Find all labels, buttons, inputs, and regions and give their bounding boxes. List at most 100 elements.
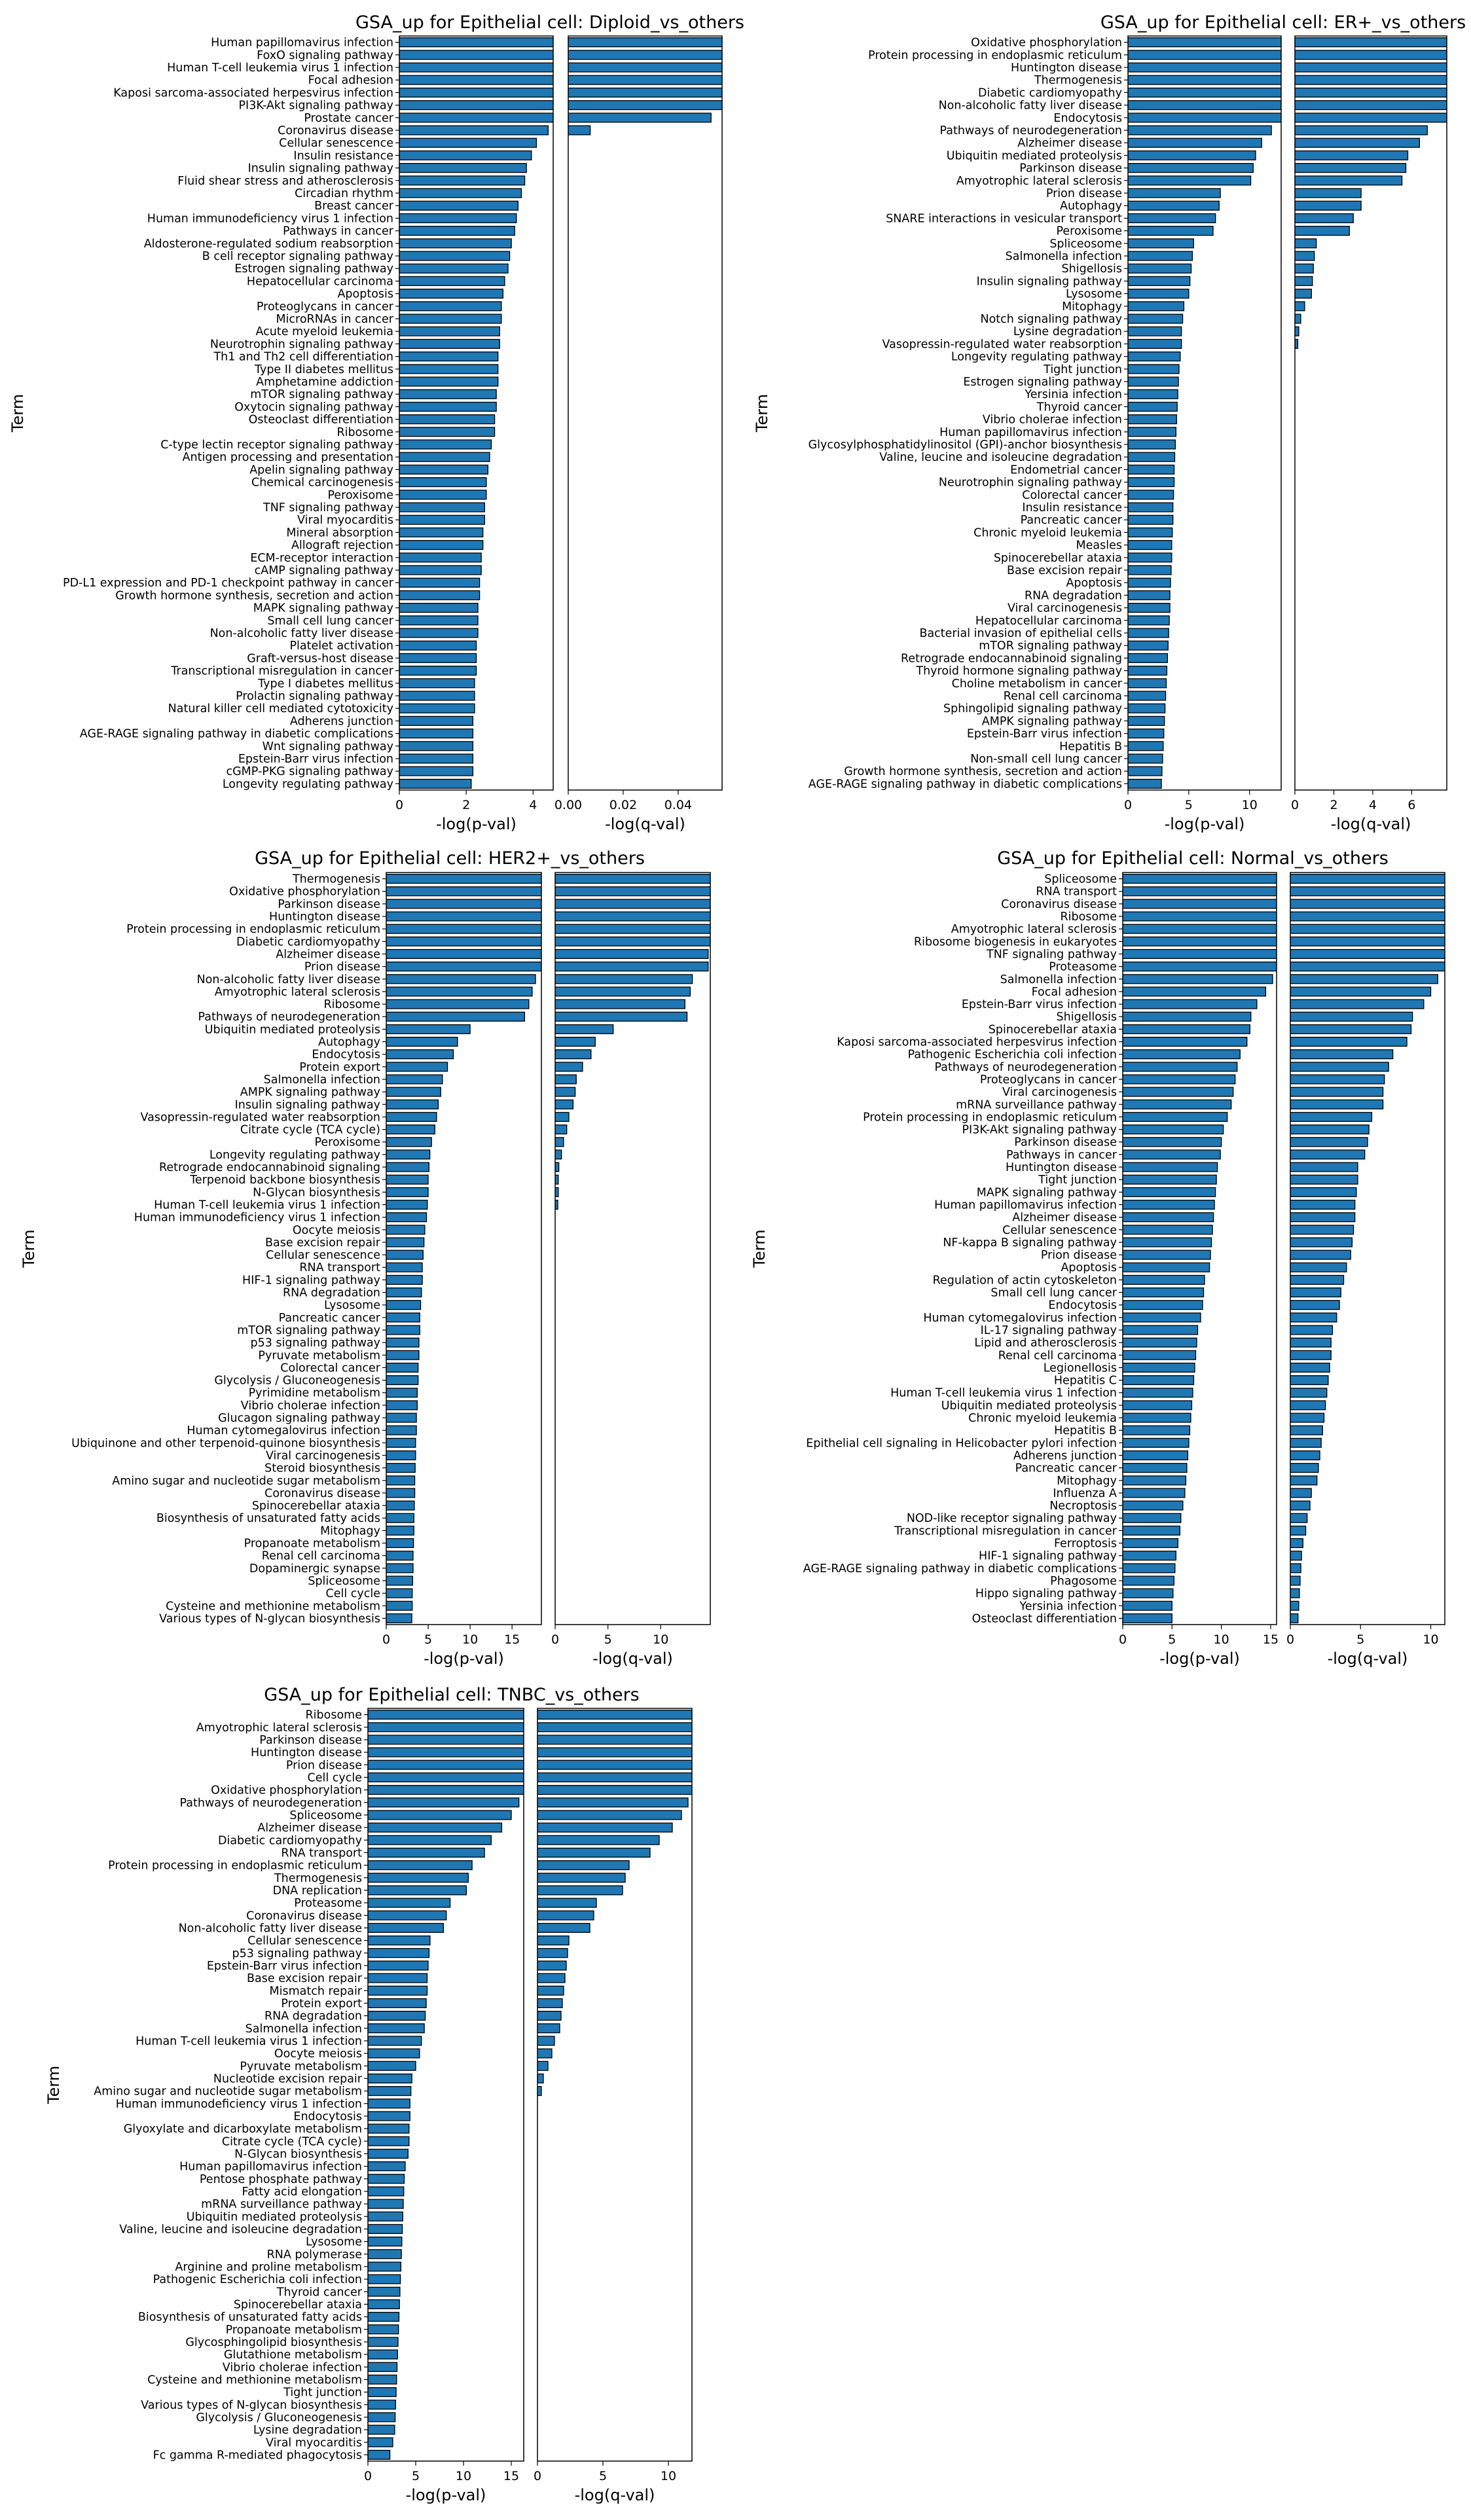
bar [386, 1575, 414, 1586]
bar [368, 2136, 410, 2146]
term-label: Amyotrophic lateral sclerosis [196, 1721, 362, 1735]
term-label: Glycosylphosphatidylinositol (GPI)-ancho… [808, 439, 1122, 452]
term-label: PI3K-Akt signaling pathway [238, 99, 393, 113]
bar [386, 1513, 414, 1523]
term-label: Lysosome [1066, 288, 1122, 301]
term-label: Sphingolipid signaling pathway [943, 702, 1122, 715]
term-label: FoxO signaling pathway [257, 49, 393, 62]
bar [1123, 1488, 1186, 1498]
term-label: Diabetic cardiomyopathy [236, 935, 380, 948]
term-label: AGE-RAGE signaling pathway in diabetic c… [803, 1562, 1117, 1575]
bar [399, 87, 553, 98]
x-tick-label: 2 [1330, 798, 1337, 812]
bar-group [1123, 874, 1277, 1623]
bar [368, 2324, 399, 2335]
bar [368, 1722, 524, 1733]
x-tick-label: 5 [412, 2469, 420, 2483]
bar [386, 986, 533, 997]
term-label: Renal cell carcinoma [1004, 690, 1122, 703]
term-label: Hepatocellular carcinoma [247, 275, 393, 288]
bar [386, 1036, 458, 1047]
bar [555, 1062, 583, 1072]
bar [368, 2437, 393, 2447]
axes-frame [1127, 35, 1282, 791]
term-label: Ubiquitin mediated proteolysis [941, 1399, 1117, 1413]
bar [1128, 552, 1172, 563]
term-label: AGE-RAGE signaling pathway in diabetic c… [80, 728, 393, 741]
panel-pval: 0 2 4 -log(p-val) [395, 35, 554, 833]
bar [555, 1162, 560, 1172]
x-axis-label: -log(p-val) [436, 815, 517, 833]
bar [1128, 514, 1174, 525]
x-axis-label: -log(q-val) [575, 2486, 655, 2504]
term-label: Human T-cell leukemia virus 1 infection [890, 1387, 1117, 1400]
y-axis-label: Term [9, 394, 27, 433]
bar [386, 1551, 414, 1561]
bar [368, 2286, 401, 2297]
bar [1128, 301, 1185, 312]
term-label: TNF signaling pathway [263, 501, 393, 514]
bar [399, 401, 497, 412]
bar [1128, 565, 1172, 575]
bar [386, 1237, 425, 1248]
term-label: AMPK signaling pathway [982, 715, 1122, 728]
axes-frame [568, 35, 723, 791]
bar [1295, 137, 1421, 148]
bar [537, 1847, 651, 1858]
term-label: Chemical carcinogenesis [251, 477, 393, 490]
term-label: Various types of N-glycan biosynthesis [159, 1612, 380, 1625]
bar [1295, 87, 1447, 98]
term-label: Spliceosome [1049, 238, 1122, 251]
bar [399, 678, 475, 689]
bar [399, 753, 474, 764]
bar [1295, 50, 1447, 60]
term-label: Lipid and atherosclerosis [974, 1337, 1117, 1350]
term-label: p53 signaling pathway [232, 1947, 362, 1960]
bar [368, 1847, 485, 1858]
term-label: Thermogenesis [1034, 74, 1122, 87]
panel-qval: 0 5 10 -log(q-val) [1286, 872, 1445, 1668]
bar [399, 188, 522, 198]
term-label: Ubiquitin mediated proteolysis [205, 1023, 380, 1036]
bar [368, 2400, 396, 2410]
bar [386, 1287, 422, 1298]
bar [386, 1350, 420, 1360]
bar [1290, 1199, 1356, 1210]
x-tick-label: 4 [529, 798, 537, 812]
term-label: Thyroid hormone signaling pathway [915, 665, 1122, 678]
bar [537, 1822, 673, 1833]
term-label: Pathways of neurodegeneration [180, 1797, 362, 1810]
bar [386, 1137, 432, 1147]
term-label: Choline metabolism in cancer [952, 677, 1123, 691]
term-label: Human immunodeficiency virus 1 infection [134, 1212, 380, 1225]
term-label: Pathways in cancer [283, 225, 394, 238]
bar [368, 2337, 399, 2347]
bar [1128, 376, 1179, 387]
bar [386, 1062, 448, 1072]
bar [537, 2061, 549, 2071]
bar [1290, 1563, 1301, 1574]
y-axis-label: Term [45, 2066, 63, 2104]
term-label: Amyotrophic lateral sclerosis [215, 986, 380, 999]
bar [1290, 1463, 1319, 1473]
term-label: Thermogenesis [274, 1872, 362, 1885]
bar [386, 1437, 416, 1448]
bar [399, 590, 481, 600]
chart-2: GSA_up for Epithelial cell: ER+_vs_other… [753, 12, 1466, 833]
bar [568, 113, 712, 123]
bar [1123, 1450, 1189, 1461]
bar [1290, 1437, 1322, 1448]
term-label: Salmonella infection [1006, 250, 1122, 263]
term-label: Fatty acid elongation [242, 2186, 363, 2199]
term-label: Coronavirus disease [246, 1909, 362, 1922]
bar [555, 1049, 592, 1060]
term-label: Type II diabetes mellitus [254, 363, 393, 376]
term-label: Insulin resistance [1022, 501, 1122, 514]
bar [537, 2073, 544, 2083]
bar [568, 50, 722, 60]
bar [1128, 691, 1167, 701]
term-label: Non-small cell lung cancer [970, 753, 1123, 766]
bar [386, 911, 541, 922]
bar [1290, 1538, 1303, 1549]
chart-1: GSA_up for Epithelial cell: Diploid_vs_o… [9, 12, 744, 833]
